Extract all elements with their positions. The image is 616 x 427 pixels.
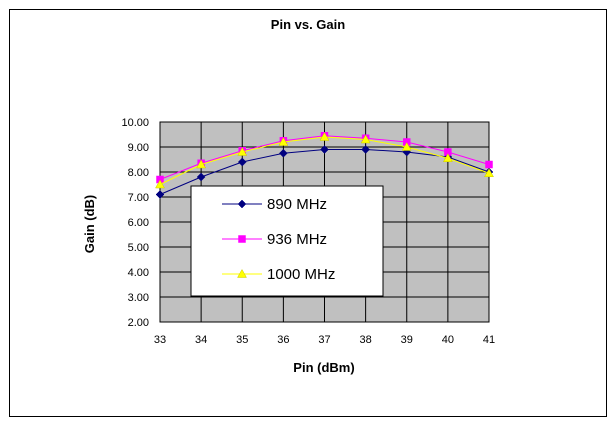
y-tick-label: 9.00 <box>128 142 149 154</box>
legend-marker <box>237 199 247 209</box>
x-tick-label: 41 <box>483 334 495 346</box>
y-axis-label: Gain (dB) <box>82 195 97 254</box>
chart-title: Pin vs. Gain <box>271 17 345 32</box>
x-tick-label: 35 <box>236 334 248 346</box>
x-tick-label: 38 <box>360 334 372 346</box>
x-axis-label: Pin (dBm) <box>293 360 354 375</box>
data-point-1000-mhz <box>237 146 248 156</box>
data-point-1000-mhz <box>196 159 207 169</box>
data-point-890-mhz <box>320 145 329 154</box>
x-tick-label: 36 <box>277 334 289 346</box>
legend-entry-label: 936 MHz <box>267 231 327 248</box>
y-tick-label: 5.00 <box>128 242 149 254</box>
legend-marker <box>237 268 247 278</box>
data-point-890-mhz <box>196 172 206 182</box>
data-point-936-mhz <box>485 160 493 169</box>
legend-marker <box>238 235 246 243</box>
y-tick-label: 6.00 <box>128 217 149 229</box>
y-tick-label: 10.00 <box>121 117 149 129</box>
x-tick-label: 34 <box>195 334 207 346</box>
data-point-890-mhz <box>155 190 165 199</box>
x-tick-label: 33 <box>154 334 166 346</box>
data-point-1000-mhz <box>442 153 453 162</box>
data-point-1000-mhz <box>360 134 371 144</box>
series-layer <box>155 131 494 199</box>
y-tick-label: 7.00 <box>128 192 149 204</box>
x-tick-label: 39 <box>401 334 413 346</box>
x-tick-label: 37 <box>318 334 330 346</box>
data-point-890-mhz <box>279 148 288 158</box>
x-tick-label: 40 <box>442 334 454 346</box>
legend: 890 MHz 936 MHz 1000 MHz <box>190 185 384 297</box>
data-point-890-mhz <box>361 145 370 154</box>
data-point-1000-mhz <box>278 136 289 146</box>
data-point-890-mhz <box>237 157 247 167</box>
data-point-1000-mhz <box>401 141 412 151</box>
y-tick-label: 8.00 <box>128 167 149 179</box>
y-tick-label: 2.00 <box>128 317 149 329</box>
y-tick-label: 4.00 <box>128 267 149 279</box>
tick-labels: 33 34 35 36 37 38 39 40 41 2.00 3.00 4.00 5.00 6.00 7.… <box>121 117 495 346</box>
data-point-1000-mhz <box>319 131 330 141</box>
data-point-1000-mhz <box>484 168 494 177</box>
y-tick-label: 3.00 <box>128 292 149 304</box>
legend-entry-label: 1000 MHz <box>267 266 335 283</box>
data-point-1000-mhz <box>155 179 165 189</box>
legend-entry-label: 890 MHz <box>267 196 327 213</box>
